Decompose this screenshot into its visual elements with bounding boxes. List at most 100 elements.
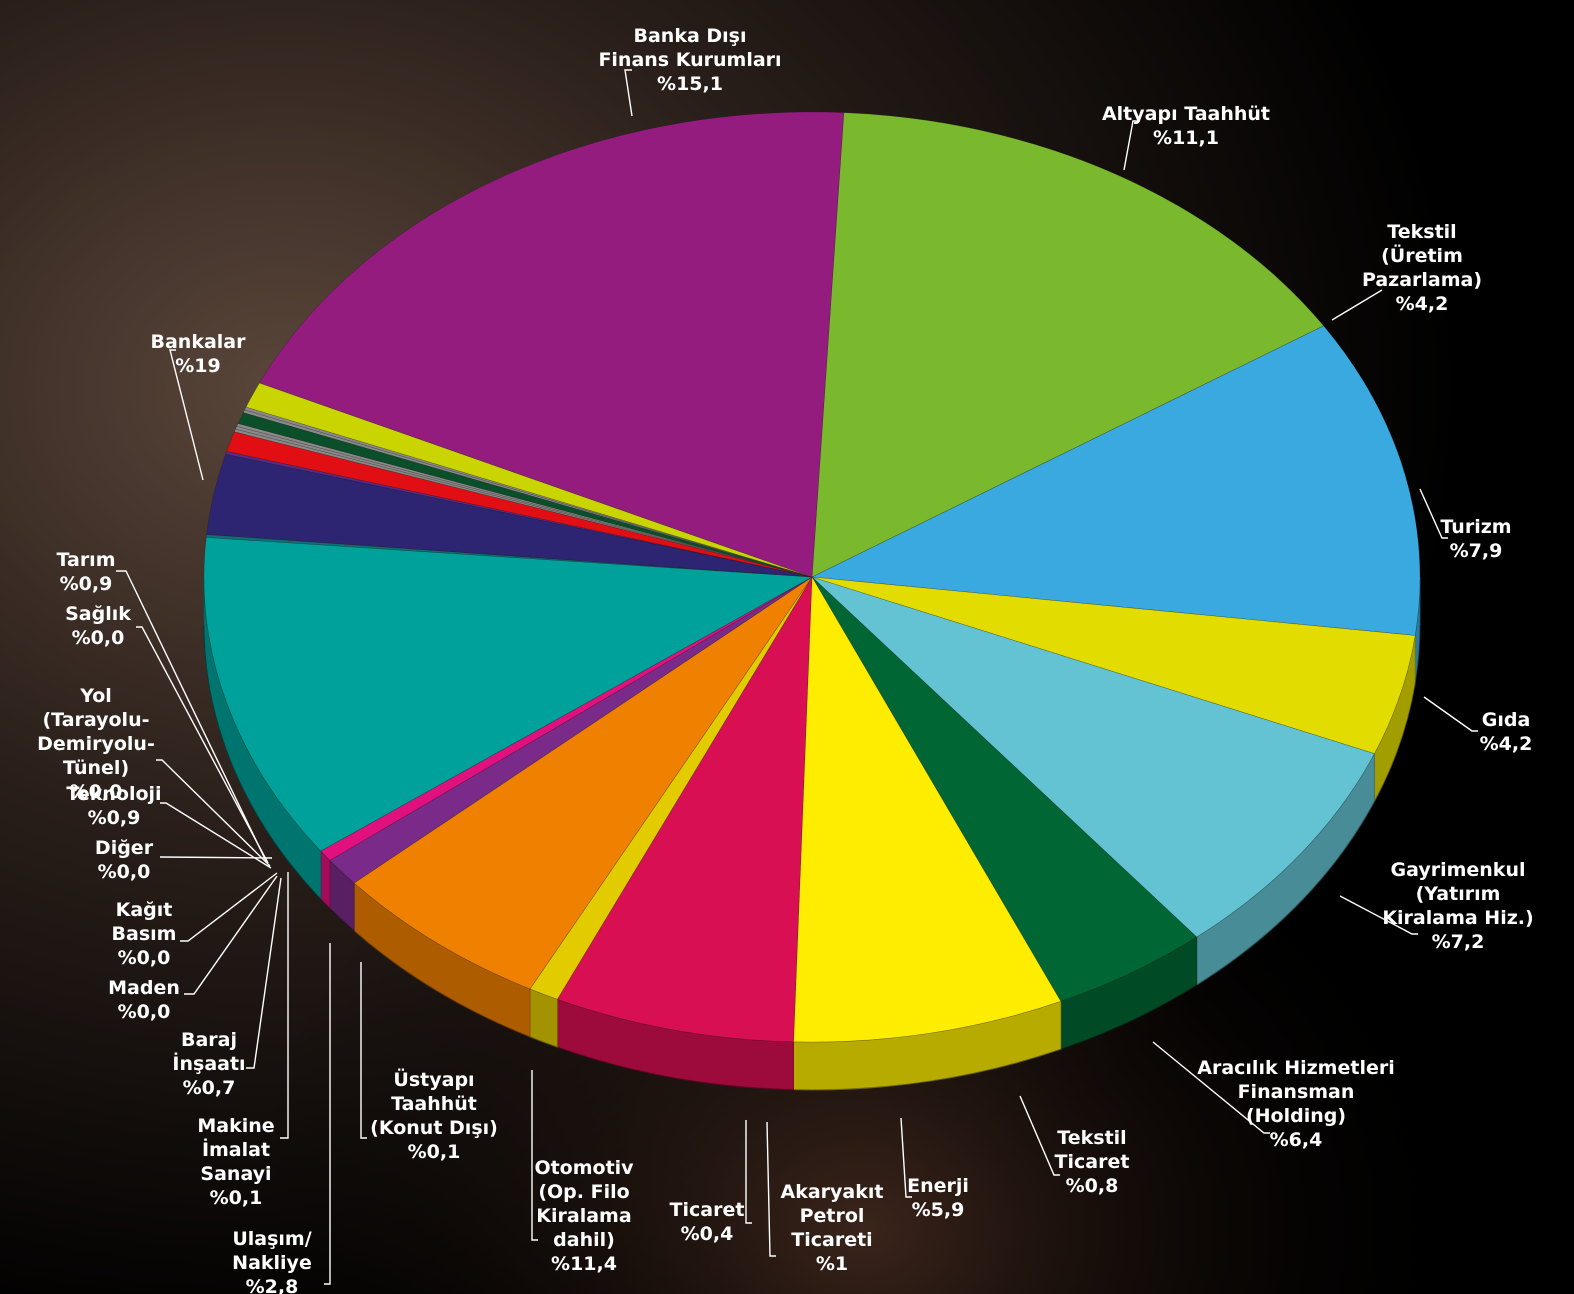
slice-value: %11,4	[551, 1253, 617, 1275]
leader-line-gida	[1423, 696, 1478, 732]
slice-label-tekstil-uretim-pazarlama: Tekstil (Üretim Pazarlama) %4,2	[1362, 221, 1482, 315]
slice-label-line: Kiralama Hiz.)	[1382, 907, 1533, 929]
slice-label-line: Gayrimenkul	[1391, 859, 1526, 881]
pie-slice-teknoloji	[237, 412, 813, 578]
slice-label-line: Tünel)	[63, 757, 129, 779]
slice-label-teknoloji: Teknoloji %0,9	[66, 783, 161, 829]
slice-value: %0,7	[183, 1077, 236, 1099]
slice-label-line: Tarım	[56, 549, 115, 571]
slice-label-line: Finans Kurumları	[598, 49, 781, 71]
slice-label-line: Üstyapı	[393, 1067, 474, 1091]
leader-line-baraj-i-nsaati	[246, 877, 282, 1069]
slice-value: %7,2	[1432, 931, 1485, 953]
slice-label-line: (Op. Filo	[538, 1181, 629, 1203]
pie-slices	[203, 111, 1421, 1043]
pie-slice-tekstil-ticaret	[529, 576, 813, 1000]
slice-label-ticaret: Ticaret %0,4	[670, 1199, 745, 1245]
slice-value: %0,0	[98, 861, 151, 883]
slice-label-tekstil-ticaret: Tekstil Ticaret %0,8	[1055, 1127, 1130, 1197]
pie-slice-ulasim-nakliye	[206, 453, 813, 578]
slice-label-line: Ticareti	[791, 1229, 872, 1251]
slice-label-line: Tekstil	[1057, 1127, 1126, 1149]
slice-label-line: (Holding)	[1246, 1105, 1346, 1127]
slice-label-ustyapi-taahhut-konut-disi: Üstyapı Taahhüt (Konut Dışı) %0,1	[370, 1067, 498, 1163]
slice-label-kagit-basim: Kağıt Basım %0,0	[112, 899, 177, 969]
pie-slice-kagit-basim	[235, 425, 813, 578]
pie-slice-bankalar	[259, 111, 845, 578]
slice-label-ulasim-nakliye: Ulaşım/Nakliye %2,8	[232, 1228, 312, 1294]
leader-line-tarim	[116, 570, 267, 862]
pie-slice-enerji	[353, 576, 813, 990]
pie-rim	[203, 624, 1421, 1091]
pie-slice-baraj-i-nsaati	[226, 431, 813, 578]
slice-label-turizm: Turizm %7,9	[1440, 516, 1511, 562]
slice-label-makine-i-malat-sanayi: Makine İmalat Sanayi %0,1	[197, 1115, 274, 1209]
slice-label-line: Turizm	[1440, 516, 1511, 538]
slice-labels: Banka Dışı Finans Kurumları %15,1 Altyapı T…	[37, 25, 1534, 1294]
slice-label-line: Ticaret	[670, 1199, 745, 1221]
slice-label-baraj-i-nsaati: Baraj İnşaatı %0,7	[172, 1029, 245, 1099]
slice-label-altyapi-taahhut: Altyapı Taahhüt %11,1	[1102, 103, 1270, 149]
slice-value: %15,1	[657, 73, 723, 95]
slice-label-akaryakit-petrol-ticareti: Akaryakıt Petrol Ticareti %1	[781, 1181, 884, 1275]
slice-label-gida: Gıda %4,2	[1480, 709, 1533, 755]
slice-value: %0,8	[1066, 1175, 1119, 1197]
slice-label-line: Akaryakıt	[781, 1181, 884, 1203]
slice-value: %7,9	[1450, 540, 1503, 562]
slice-label-line: Makine	[197, 1115, 274, 1137]
slice-value: %0,0	[118, 1001, 171, 1023]
pie-slice-otomotiv-op-filo-kiralama-dahil	[203, 537, 814, 852]
slice-label-line: Basım	[112, 923, 177, 945]
slice-label-line: Bankalar	[151, 331, 247, 353]
slice-value: %4,2	[1480, 733, 1533, 755]
leader-line-bankalar	[169, 349, 204, 481]
slice-label-diger: Diğer %0,0	[95, 837, 154, 883]
pie-slice-tekstil-uretim-pazarlama	[811, 576, 1416, 755]
pie-slice-aracilik-hizmetleri-finansman-holding	[556, 576, 813, 1043]
pie-slice-ticaret	[320, 576, 813, 861]
pie-slice-makine-i-malat-sanayi	[225, 450, 813, 578]
slice-label-line: Sağlık	[65, 603, 131, 625]
slice-value: %6,4	[1270, 1129, 1323, 1151]
pie-slice-diger	[236, 423, 813, 578]
leader-line-turizm	[1419, 488, 1448, 539]
slice-value: %4,2	[1396, 293, 1449, 315]
slice-label-line: Nakliye	[232, 1252, 312, 1274]
pie-slice-akaryakit-petrol-ticareti	[329, 576, 813, 884]
slice-label-bankalar: Bankalar %19	[151, 331, 247, 377]
slice-label-aracilik-hizmetleri-finansman-holding: Aracılık Hizmetleri Finansman (Holding) %6,…	[1197, 1057, 1394, 1151]
leader-line-ulasim-nakliye	[324, 943, 331, 1285]
pie-slice-ustyapi-taahhut-konut-disi	[205, 534, 813, 578]
slice-label-enerji: Enerji %5,9	[907, 1175, 969, 1221]
slice-value: %11,1	[1153, 127, 1219, 149]
leader-line-aracilik-hizmetleri-finansman-holding	[1152, 1041, 1270, 1134]
leader-line-banka-disi-finans-kurumlari	[624, 69, 633, 117]
slice-label-line: Pazarlama)	[1362, 269, 1482, 291]
slice-label-line: Maden	[108, 977, 180, 999]
leader-line-akaryakit-petrol-ticareti	[766, 1121, 776, 1257]
pie-slice-altyapi-taahhut	[810, 325, 1421, 636]
slice-label-line: Ulaşım/	[232, 1228, 311, 1250]
slice-label-line: dahil)	[553, 1229, 615, 1251]
slice-label-line: Teknoloji	[66, 783, 161, 805]
slice-label-line: Demiryolu-	[37, 733, 155, 755]
slice-value: %0,4	[681, 1223, 734, 1245]
slice-label-line: (Üretim	[1381, 243, 1463, 267]
slice-label-line: Baraj	[181, 1029, 237, 1051]
slice-value: %0,9	[88, 807, 141, 829]
pie-slice-saglik	[244, 406, 813, 578]
slice-label-line: Gıda	[1482, 709, 1531, 731]
slice-label-line: Sanayi	[200, 1163, 271, 1185]
leader-line-otomotiv-op-filo-kiralama-dahil	[531, 1070, 538, 1241]
slice-label-line: Kiralama	[536, 1205, 631, 1227]
slice-label-line: Enerji	[907, 1175, 969, 1197]
slice-label-line: (Tarayolu-	[43, 709, 150, 731]
leader-line-makine-i-malat-sanayi	[280, 872, 289, 1139]
slice-label-line: Taahhüt	[391, 1093, 477, 1115]
leader-line-kagit-basim	[180, 872, 278, 942]
slice-value: %0,0	[118, 947, 171, 969]
leader-line-maden	[184, 875, 278, 995]
pie-slice-yol-tarayolu-demiryolu-tunel	[242, 409, 813, 578]
